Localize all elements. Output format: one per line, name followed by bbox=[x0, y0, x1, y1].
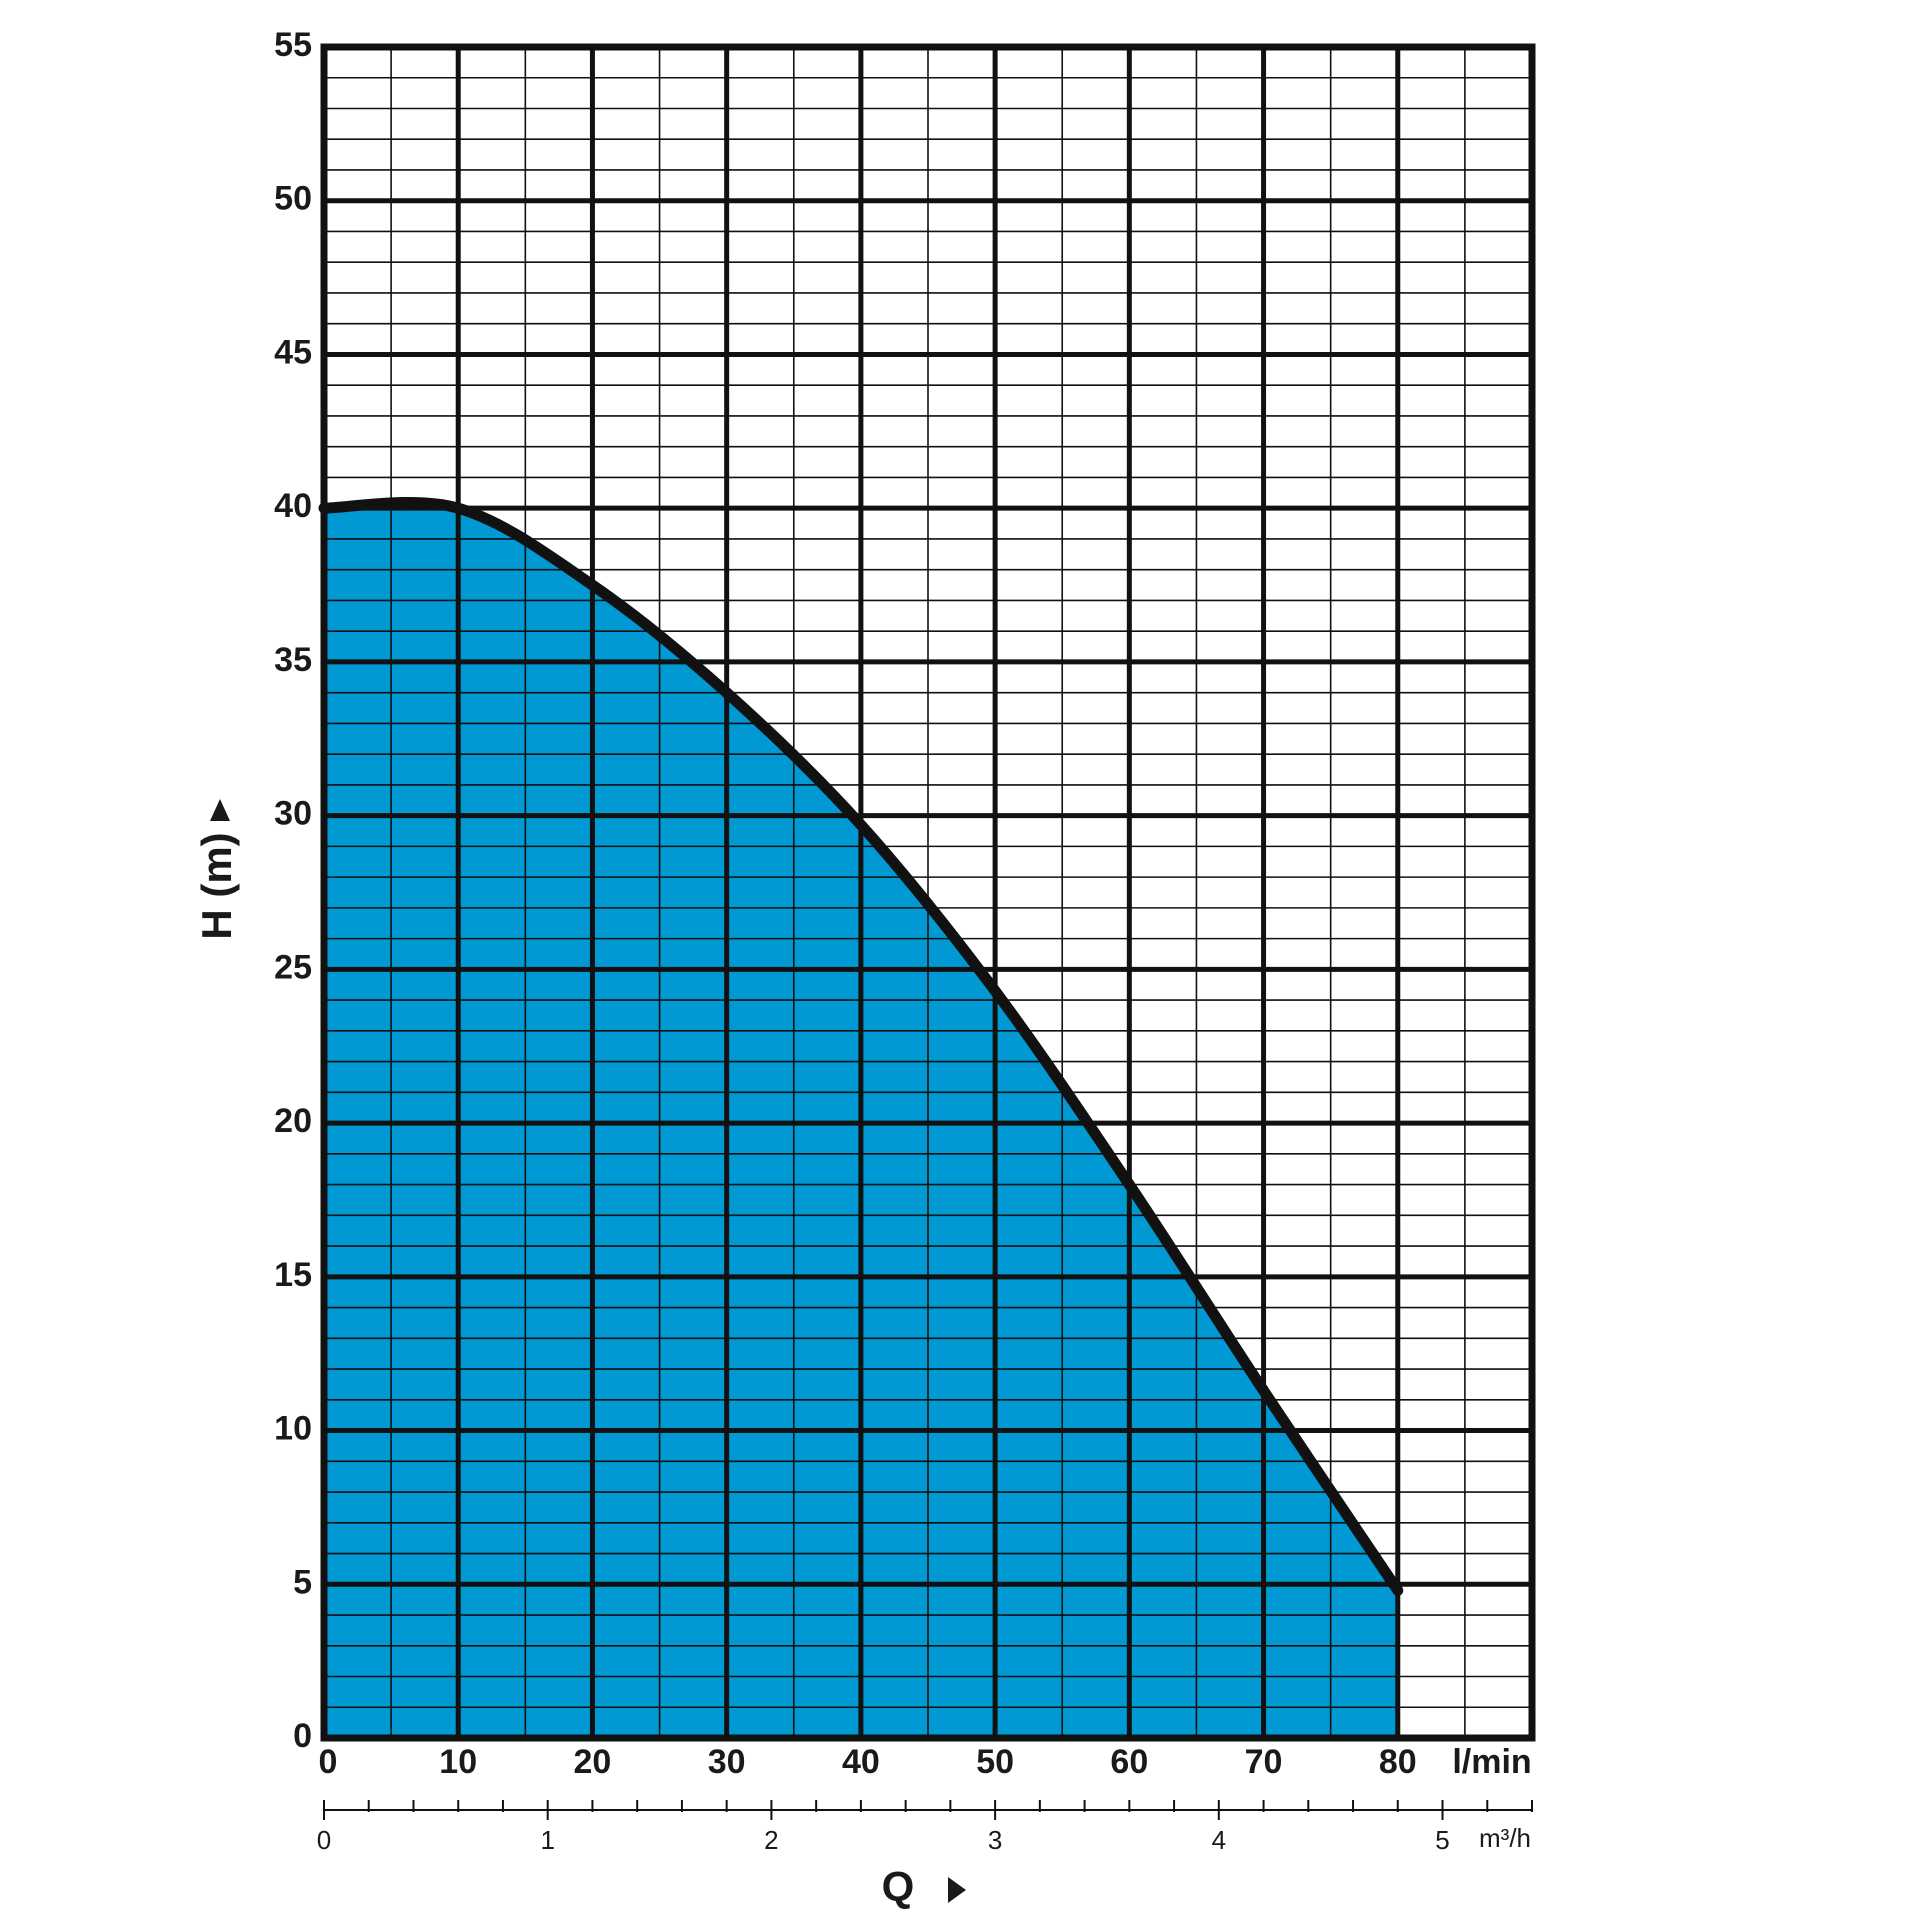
y-tick-label: 15 bbox=[274, 1256, 312, 1294]
y-tick-label: 30 bbox=[274, 795, 312, 833]
x2-unit-label: m³/h bbox=[1479, 1823, 1531, 1853]
y-tick-label: 0 bbox=[293, 1717, 312, 1755]
line bbox=[318, 496, 1404, 1596]
plot-border bbox=[320, 43, 1536, 1742]
x-tick-label: 0 bbox=[319, 1743, 338, 1781]
x2-tick-label: 1 bbox=[540, 1825, 554, 1855]
x-tick-label: 10 bbox=[439, 1743, 477, 1781]
x2-tick-label: 3 bbox=[988, 1825, 1002, 1855]
y-tick-label: 25 bbox=[274, 948, 312, 986]
y-tick-label: 45 bbox=[274, 333, 312, 371]
y-tick-label: 20 bbox=[274, 1102, 312, 1140]
y-tick-label: 40 bbox=[274, 487, 312, 525]
x-tick-label: 30 bbox=[708, 1743, 746, 1781]
x-axis-label: Q bbox=[882, 1863, 915, 1910]
x2-tick-label: 2 bbox=[764, 1825, 778, 1855]
y-axis-arrow bbox=[210, 799, 230, 821]
y-tick-label: 10 bbox=[274, 1410, 312, 1448]
x2-tick-label: 4 bbox=[1212, 1825, 1226, 1855]
y-axis-label: H (m) bbox=[193, 832, 240, 939]
y-tick-label: 35 bbox=[274, 641, 312, 679]
x-tick-label: 80 bbox=[1379, 1743, 1417, 1781]
x-tick-label: 20 bbox=[574, 1743, 612, 1781]
x-tick-label: 60 bbox=[1110, 1743, 1148, 1781]
y-tick-label: 50 bbox=[274, 180, 312, 218]
x2-tick-label: 0 bbox=[317, 1825, 331, 1855]
x-unit-label: l/min bbox=[1452, 1743, 1531, 1781]
y-tick-label: 5 bbox=[293, 1563, 312, 1601]
x2-tick-label: 5 bbox=[1435, 1825, 1449, 1855]
y-tick-label: 55 bbox=[274, 26, 312, 64]
x-tick-label: 70 bbox=[1245, 1743, 1283, 1781]
x-axis-arrow bbox=[948, 1877, 966, 1903]
x-tick-label: 50 bbox=[976, 1743, 1014, 1781]
x-tick-label: 40 bbox=[842, 1743, 880, 1781]
